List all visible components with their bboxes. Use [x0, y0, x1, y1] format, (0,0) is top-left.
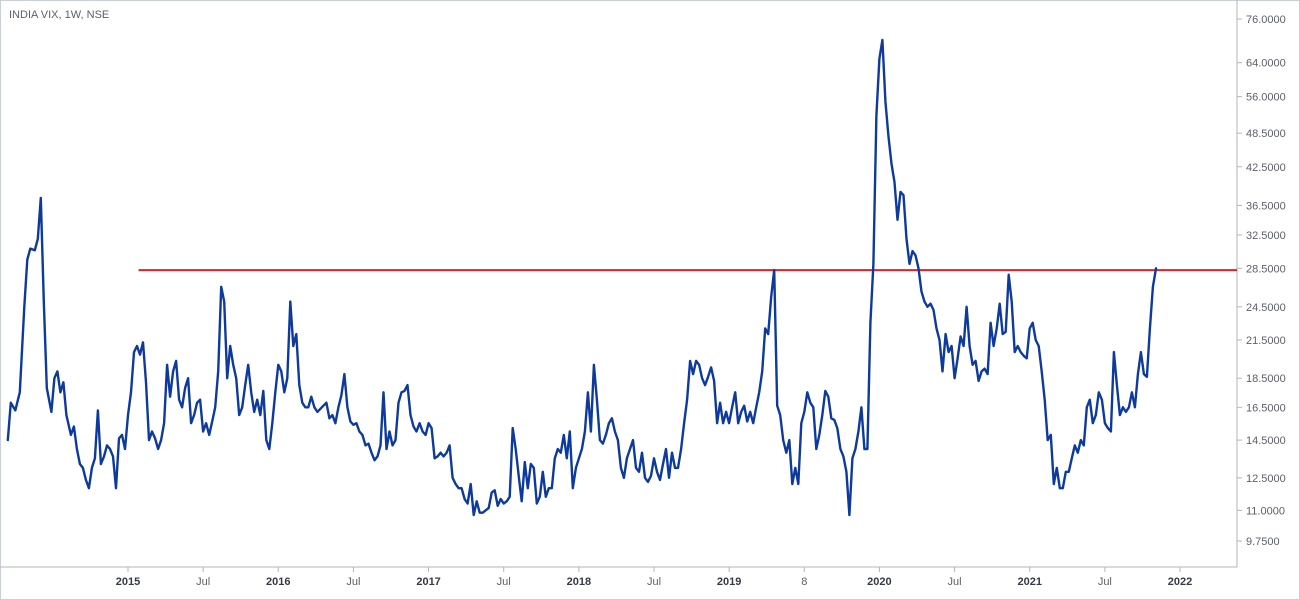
y-tick-label: 18.5000	[1246, 373, 1286, 385]
x-tick-label: Jul	[647, 576, 661, 588]
x-tick-label: 2018	[567, 576, 591, 588]
x-tick-label: 2019	[717, 576, 741, 588]
y-tick-label: 24.5000	[1246, 302, 1286, 314]
y-tick-label: 16.5000	[1246, 402, 1286, 414]
y-tick-label: 48.5000	[1246, 128, 1286, 140]
y-tick-label: 36.5000	[1246, 200, 1286, 212]
series-group	[6, 38, 1158, 517]
y-tick-label: 9.7500	[1246, 536, 1280, 548]
x-tick-label: 2015	[116, 576, 140, 588]
x-axis-ticks: 2015 Jul 2016 Jul 2017 Jul 2018 Jul 2019 8 2020 Jul…	[116, 567, 1192, 588]
x-tick-label: Jul	[948, 576, 962, 588]
series-line	[6, 38, 1158, 517]
y-tick-label: 12.5000	[1246, 473, 1286, 485]
y-axis-ticks: 76.0000 64.0000 56.0000 48.5000 42.5000 36.50…	[1237, 14, 1286, 548]
x-tick-label: Jul	[497, 576, 511, 588]
x-tick-label: 2017	[416, 576, 440, 588]
y-tick-label: 42.5000	[1246, 162, 1286, 174]
y-tick-label: 32.5000	[1246, 230, 1286, 242]
axes	[0, 0, 1238, 568]
y-tick-label: 76.0000	[1246, 14, 1286, 26]
y-tick-label: 14.5000	[1246, 435, 1286, 447]
y-tick-label: 28.5000	[1246, 263, 1286, 275]
chart-title: INDIA VIX, 1W, NSE	[9, 9, 110, 21]
x-tick-label: 8	[801, 576, 807, 588]
x-tick-label: Jul	[196, 576, 210, 588]
x-tick-label: Jul	[346, 576, 360, 588]
y-tick-label: 64.0000	[1246, 58, 1286, 70]
y-tick-label: 21.5000	[1246, 335, 1286, 347]
y-tick-label: 11.0000	[1246, 505, 1285, 517]
x-tick-label: Jul	[1098, 576, 1112, 588]
x-tick-label: 2020	[867, 576, 891, 588]
x-tick-label: 2022	[1168, 576, 1192, 588]
x-tick-label: 2016	[266, 576, 290, 588]
y-tick-label: 56.0000	[1246, 92, 1286, 104]
x-tick-label: 2021	[1017, 576, 1041, 588]
